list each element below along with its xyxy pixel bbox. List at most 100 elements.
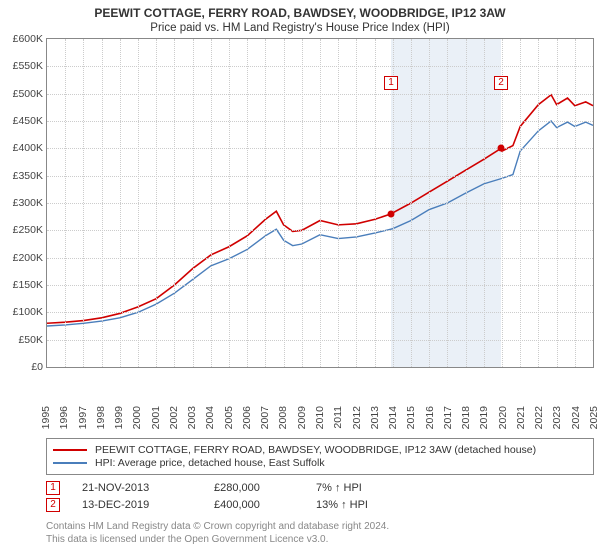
gridline-v <box>211 39 212 367</box>
gridline-v <box>520 39 521 367</box>
x-tick-label: 2017 <box>442 406 454 429</box>
sale-price: £280,000 <box>214 482 294 494</box>
gridline-v <box>102 39 103 367</box>
gridline-v <box>138 39 139 367</box>
x-tick-label: 2014 <box>387 406 399 429</box>
gridline-v <box>375 39 376 367</box>
x-tick-label: 2021 <box>515 406 527 429</box>
footnote: Contains HM Land Registry data © Crown c… <box>46 520 594 546</box>
x-tick-label: 1995 <box>40 406 52 429</box>
gridline-v <box>265 39 266 367</box>
gridline-v <box>65 39 66 367</box>
sale-marker-badge: 1 <box>384 76 398 90</box>
legend: PEEWIT COTTAGE, FERRY ROAD, BAWDSEY, WOO… <box>46 438 594 475</box>
x-tick-label: 2022 <box>533 406 545 429</box>
gridline-v <box>466 39 467 367</box>
y-tick-label: £100K <box>13 306 43 318</box>
y-tick-label: £450K <box>13 115 43 127</box>
x-tick-label: 2003 <box>186 406 198 429</box>
y-tick-label: £50K <box>18 334 43 346</box>
sale-date: 13-DEC-2019 <box>82 499 192 511</box>
gridline-v <box>447 39 448 367</box>
gridline-v <box>174 39 175 367</box>
footnote-line: This data is licensed under the Open Gov… <box>46 533 594 546</box>
gridline-v <box>557 39 558 367</box>
legend-swatch <box>53 462 87 464</box>
x-tick-label: 1996 <box>58 406 70 429</box>
x-tick-label: 2023 <box>551 406 563 429</box>
x-tick-label: 2006 <box>241 406 253 429</box>
gridline-v <box>302 39 303 367</box>
sale-badge: 1 <box>46 481 60 495</box>
y-tick-label: £400K <box>13 142 43 154</box>
x-tick-label: 2005 <box>223 406 235 429</box>
gridline-v <box>484 39 485 367</box>
x-tick-label: 2004 <box>204 406 216 429</box>
sales-list: 1 21-NOV-2013 £280,000 7% ↑ HPI 2 13-DEC… <box>46 481 594 512</box>
footnote-line: Contains HM Land Registry data © Crown c… <box>46 520 594 533</box>
y-tick-label: £150K <box>13 279 43 291</box>
gridline-v <box>538 39 539 367</box>
sale-marker-dot <box>387 210 394 217</box>
sale-delta: 7% ↑ HPI <box>316 482 362 494</box>
y-tick-label: £500K <box>13 88 43 100</box>
x-tick-label: 1999 <box>113 406 125 429</box>
legend-swatch <box>53 449 87 451</box>
x-tick-label: 2012 <box>351 406 363 429</box>
gridline-v <box>83 39 84 367</box>
gridline-v <box>338 39 339 367</box>
y-tick-label: £0 <box>31 361 43 373</box>
x-tick-label: 2002 <box>168 406 180 429</box>
sale-delta: 13% ↑ HPI <box>316 499 368 511</box>
gridline-v <box>429 39 430 367</box>
y-tick-label: £600K <box>13 33 43 45</box>
chart-area: £0£50K£100K£150K£200K£250K£300K£350K£400… <box>46 38 594 402</box>
legend-item: PEEWIT COTTAGE, FERRY ROAD, BAWDSEY, WOO… <box>53 444 587 456</box>
x-tick-label: 2018 <box>460 406 472 429</box>
y-tick-label: £350K <box>13 170 43 182</box>
y-tick-label: £550K <box>13 60 43 72</box>
x-tick-label: 2009 <box>296 406 308 429</box>
x-tick-label: 1998 <box>95 406 107 429</box>
gridline-v <box>356 39 357 367</box>
x-tick-label: 1997 <box>77 406 89 429</box>
legend-label: PEEWIT COTTAGE, FERRY ROAD, BAWDSEY, WOO… <box>95 444 536 456</box>
x-tick-label: 2011 <box>332 406 344 429</box>
x-tick-label: 2016 <box>424 406 436 429</box>
x-tick-label: 2010 <box>314 406 326 429</box>
x-tick-label: 2024 <box>570 406 582 429</box>
legend-label: HPI: Average price, detached house, East… <box>95 457 325 469</box>
sale-row: 2 13-DEC-2019 £400,000 13% ↑ HPI <box>46 498 594 512</box>
gridline-v <box>120 39 121 367</box>
gridline-v <box>284 39 285 367</box>
y-tick-label: £300K <box>13 197 43 209</box>
chart-title: PEEWIT COTTAGE, FERRY ROAD, BAWDSEY, WOO… <box>2 6 598 20</box>
x-tick-label: 2008 <box>277 406 289 429</box>
x-tick-label: 2013 <box>369 406 381 429</box>
x-tick-label: 2001 <box>150 406 162 429</box>
y-tick-label: £250K <box>13 224 43 236</box>
x-axis-labels: 1995199619971998199920002001200220032004… <box>46 368 594 402</box>
sale-marker-badge: 2 <box>494 76 508 90</box>
sale-price: £400,000 <box>214 499 294 511</box>
x-tick-label: 2000 <box>131 406 143 429</box>
plot-area: £0£50K£100K£150K£200K£250K£300K£350K£400… <box>46 38 594 368</box>
gridline-v <box>320 39 321 367</box>
sale-marker-dot <box>498 145 505 152</box>
x-tick-label: 2015 <box>405 406 417 429</box>
x-tick-label: 2007 <box>259 406 271 429</box>
legend-item: HPI: Average price, detached house, East… <box>53 457 587 469</box>
x-tick-label: 2025 <box>588 406 600 429</box>
gridline-v <box>247 39 248 367</box>
gridline-v <box>229 39 230 367</box>
sale-row: 1 21-NOV-2013 £280,000 7% ↑ HPI <box>46 481 594 495</box>
chart-subtitle: Price paid vs. HM Land Registry's House … <box>2 22 598 34</box>
y-tick-label: £200K <box>13 252 43 264</box>
gridline-v <box>156 39 157 367</box>
gridline-v <box>193 39 194 367</box>
x-tick-label: 2019 <box>478 406 490 429</box>
sale-date: 21-NOV-2013 <box>82 482 192 494</box>
chart-container: PEEWIT COTTAGE, FERRY ROAD, BAWDSEY, WOO… <box>0 0 600 548</box>
gridline-v <box>575 39 576 367</box>
x-tick-label: 2020 <box>497 406 509 429</box>
